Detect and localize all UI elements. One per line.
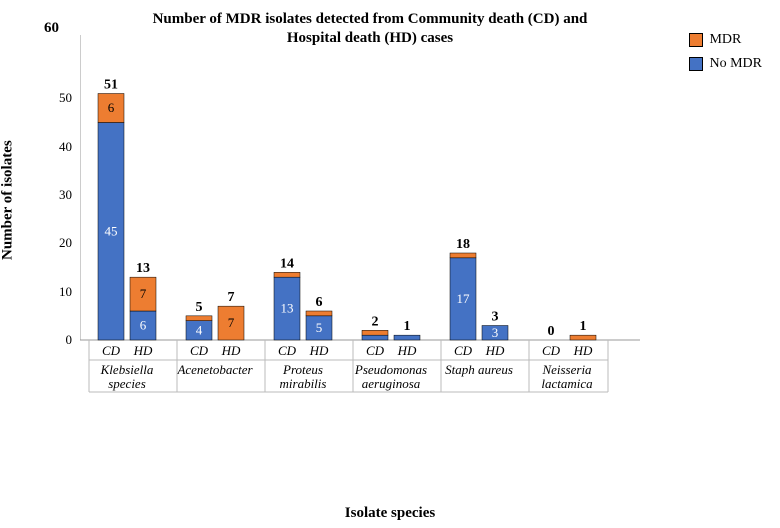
- bar-mdr: [570, 335, 596, 340]
- legend-item-mdr: MDR: [689, 32, 762, 48]
- bar-total-label: 18: [456, 237, 470, 252]
- y-axis-label: Number of isolates: [0, 140, 17, 260]
- bar-mdr: [274, 272, 300, 277]
- bar-total-label: 13: [136, 261, 150, 276]
- bar-total-label: 51: [104, 78, 118, 93]
- bar-total-label: 3: [492, 310, 499, 325]
- species-label-line2: lactamica: [541, 376, 593, 391]
- legend-swatch-no-mdr: [689, 57, 703, 71]
- x-axis-label: Isolate species: [0, 505, 780, 522]
- species-label: Acenetobacter: [176, 362, 253, 377]
- bar-total-label: 0: [548, 324, 555, 339]
- bar-total-label: 2: [372, 314, 379, 329]
- y-tick-label: 10: [42, 284, 72, 300]
- chart-container: Number of MDR isolates detected from Com…: [0, 0, 780, 528]
- legend-label-mdr: MDR: [709, 32, 741, 48]
- bar-mdr: [306, 311, 332, 316]
- bar-total-label: 7: [228, 290, 235, 305]
- bar-sub-label: CD: [102, 343, 121, 358]
- bar-sub-label: CD: [542, 343, 561, 358]
- legend-item-no-mdr: No MDR: [689, 56, 762, 72]
- bar-total-label: 1: [580, 319, 587, 334]
- bar-mdr: [450, 253, 476, 258]
- species-label-line2: species: [108, 376, 146, 391]
- y-tick-label: 30: [42, 187, 72, 203]
- species-label: Pseudomonas: [354, 362, 427, 377]
- bar-seg-label-no-mdr: 4: [196, 322, 203, 337]
- legend-label-no-mdr: No MDR: [709, 56, 762, 72]
- species-label: Staph aureus: [445, 362, 513, 377]
- y-top-tick: 60: [44, 20, 59, 37]
- bar-mdr: [186, 316, 212, 321]
- bar-sub-label: HD: [309, 343, 329, 358]
- bar-sub-label: CD: [454, 343, 473, 358]
- species-label: Klebsiella: [100, 362, 154, 377]
- legend: MDR No MDR: [689, 32, 762, 80]
- bar-total-label: 6: [316, 295, 323, 310]
- species-label-line2: aeruginosa: [362, 376, 421, 391]
- bar-seg-label-mdr: 7: [228, 315, 235, 330]
- bar-sub-label: CD: [366, 343, 385, 358]
- bar-sub-label: HD: [221, 343, 241, 358]
- bar-seg-label-no-mdr: 3: [492, 325, 499, 340]
- bar-total-label: 14: [280, 256, 294, 271]
- bar-seg-label-no-mdr: 5: [316, 320, 323, 335]
- bar-sub-label: HD: [397, 343, 417, 358]
- bar-total-label: 5: [196, 300, 203, 315]
- bar-seg-label-mdr: 6: [108, 100, 115, 115]
- chart-plot: 51456CD1367HDKlebsiellaspecies54CD77HDAc…: [80, 30, 640, 410]
- y-tick-label: 40: [42, 139, 72, 155]
- bar-seg-label-no-mdr: 17: [457, 291, 471, 306]
- species-label: Proteus: [282, 362, 323, 377]
- species-label-line2: mirabilis: [280, 376, 327, 391]
- bar-mdr: [362, 330, 388, 335]
- bar-seg-label-no-mdr: 6: [140, 318, 147, 333]
- bar-sub-label: HD: [573, 343, 593, 358]
- bar-no-mdr: [362, 335, 388, 340]
- bar-sub-label: HD: [133, 343, 153, 358]
- legend-swatch-mdr: [689, 33, 703, 47]
- bar-total-label: 1: [404, 319, 411, 334]
- bar-seg-label-no-mdr: 45: [105, 223, 118, 238]
- bar-sub-label: HD: [485, 343, 505, 358]
- bar-seg-label-no-mdr: 13: [281, 301, 294, 316]
- bar-no-mdr: [394, 335, 420, 340]
- bar-sub-label: CD: [190, 343, 209, 358]
- bar-sub-label: CD: [278, 343, 297, 358]
- y-tick-label: 20: [42, 235, 72, 251]
- y-tick-label: 0: [42, 332, 72, 348]
- species-label: Neisseria: [541, 362, 592, 377]
- y-tick-label: 50: [42, 90, 72, 106]
- bar-seg-label-mdr: 7: [140, 286, 147, 301]
